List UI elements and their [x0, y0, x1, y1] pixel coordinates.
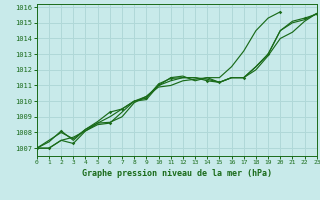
- X-axis label: Graphe pression niveau de la mer (hPa): Graphe pression niveau de la mer (hPa): [82, 169, 272, 178]
